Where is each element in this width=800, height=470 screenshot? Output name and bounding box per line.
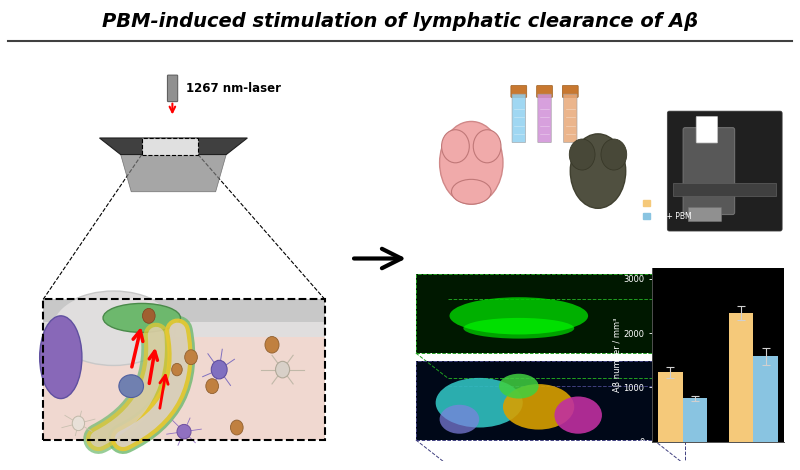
- FancyBboxPatch shape: [416, 274, 654, 353]
- Ellipse shape: [275, 361, 290, 378]
- Ellipse shape: [503, 384, 574, 430]
- FancyBboxPatch shape: [511, 86, 526, 97]
- Ellipse shape: [439, 405, 479, 434]
- Bar: [658, 372, 682, 442]
- Text: PBM-induced stimulation of lymphatic clearance of Aβ: PBM-induced stimulation of lymphatic cle…: [102, 12, 698, 31]
- FancyBboxPatch shape: [674, 183, 776, 196]
- Ellipse shape: [499, 374, 538, 399]
- Ellipse shape: [570, 134, 626, 208]
- Circle shape: [206, 379, 218, 393]
- FancyArrowPatch shape: [98, 335, 157, 439]
- FancyArrowPatch shape: [354, 249, 402, 268]
- Circle shape: [142, 308, 155, 323]
- Ellipse shape: [119, 375, 143, 398]
- Polygon shape: [99, 138, 247, 155]
- FancyBboxPatch shape: [537, 86, 553, 97]
- Ellipse shape: [463, 318, 574, 338]
- FancyBboxPatch shape: [683, 128, 734, 214]
- Bar: [729, 313, 754, 442]
- Circle shape: [172, 363, 182, 376]
- FancyBboxPatch shape: [562, 86, 578, 97]
- Y-axis label: Aβ number / mm³: Aβ number / mm³: [613, 318, 622, 392]
- FancyBboxPatch shape: [142, 138, 198, 155]
- Legend: AD, AD + PBM: AD, AD + PBM: [642, 199, 692, 220]
- Circle shape: [185, 350, 198, 365]
- FancyArrowPatch shape: [98, 335, 157, 439]
- FancyBboxPatch shape: [563, 94, 577, 142]
- Ellipse shape: [451, 180, 491, 204]
- FancyBboxPatch shape: [696, 117, 718, 143]
- Ellipse shape: [211, 360, 227, 379]
- FancyBboxPatch shape: [416, 361, 654, 440]
- FancyBboxPatch shape: [43, 299, 325, 324]
- Ellipse shape: [177, 424, 191, 439]
- FancyBboxPatch shape: [512, 94, 526, 142]
- Ellipse shape: [52, 291, 175, 366]
- Ellipse shape: [554, 397, 602, 434]
- Ellipse shape: [72, 416, 85, 431]
- FancyBboxPatch shape: [538, 94, 551, 142]
- FancyArrowPatch shape: [98, 335, 157, 439]
- Ellipse shape: [103, 304, 181, 332]
- Ellipse shape: [570, 139, 595, 170]
- Bar: [682, 399, 707, 442]
- Ellipse shape: [601, 139, 626, 170]
- Circle shape: [265, 337, 279, 353]
- FancyArrowPatch shape: [123, 331, 180, 439]
- Circle shape: [230, 420, 243, 435]
- Ellipse shape: [442, 130, 470, 163]
- Text: Aβ analysis in 3D via clearing: Aβ analysis in 3D via clearing: [499, 63, 697, 77]
- FancyBboxPatch shape: [167, 75, 178, 102]
- FancyBboxPatch shape: [43, 322, 325, 337]
- Ellipse shape: [450, 297, 588, 335]
- FancyBboxPatch shape: [667, 111, 782, 231]
- Polygon shape: [121, 155, 226, 192]
- Bar: [754, 356, 778, 442]
- FancyBboxPatch shape: [688, 207, 722, 221]
- Ellipse shape: [436, 378, 522, 428]
- FancyBboxPatch shape: [43, 299, 325, 440]
- FancyArrowPatch shape: [123, 331, 180, 439]
- Ellipse shape: [40, 316, 82, 399]
- Ellipse shape: [439, 121, 503, 204]
- Ellipse shape: [474, 130, 501, 163]
- FancyArrowPatch shape: [123, 331, 180, 439]
- Text: 1267 nm-laser: 1267 nm-laser: [186, 82, 281, 95]
